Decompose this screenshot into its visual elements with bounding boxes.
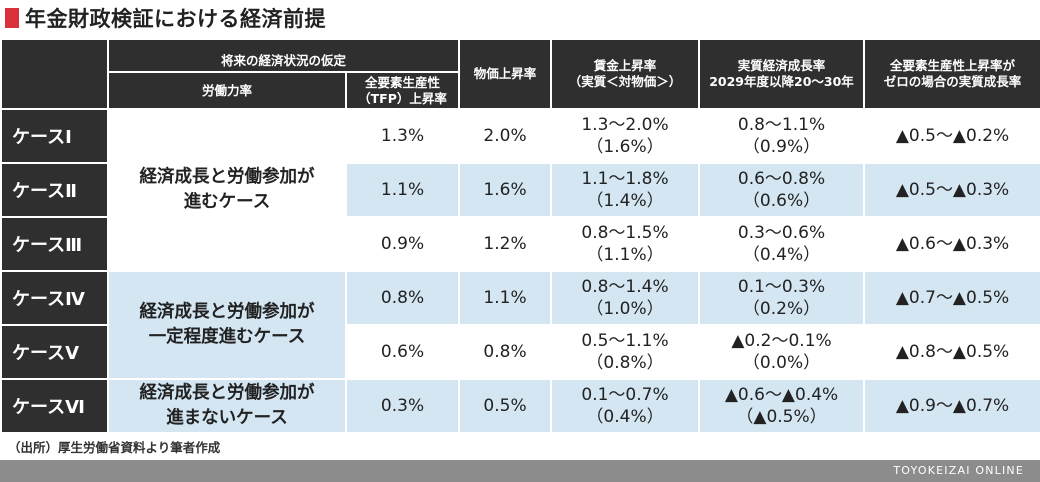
price-value: 1.1% <box>458 270 553 326</box>
growth-value: 0.3～0.6% （0.4%） <box>698 216 866 272</box>
zero-tfp-value: ▲0.5～▲0.3% <box>863 162 1040 218</box>
growth-range: 0.3～0.6% <box>737 223 826 243</box>
header-tfp-line1: 全要素生産性 <box>365 74 441 90</box>
price-value: 0.8% <box>458 324 553 380</box>
growth-mid: （0.2%） <box>742 299 821 319</box>
price-value: 1.6% <box>458 162 553 218</box>
case-label: ケースⅣ <box>0 270 109 326</box>
growth-range: 0.8～1.1% <box>737 115 826 135</box>
group-line1: 経済成長と労働参加が <box>139 302 315 322</box>
header-price: 物価上昇率 <box>458 38 553 110</box>
wage-value: 0.5～1.1% （0.8%） <box>550 324 701 380</box>
group-line2: 進むケース <box>183 192 271 212</box>
case-label: ケースⅥ <box>0 378 109 434</box>
zero-tfp-value: ▲0.9～▲0.7% <box>863 378 1040 434</box>
group-line1: 経済成長と労働参加が <box>139 383 315 403</box>
header-corner <box>0 38 109 110</box>
header-wage-line1: 賃金上昇率 <box>593 58 657 73</box>
wage-mid: （1.0%） <box>586 299 664 319</box>
header-zero-tfp: 全要素生産性上昇率が ゼロの場合の実質成長率 <box>863 38 1040 110</box>
wage-range: 0.8～1.4% <box>581 277 669 297</box>
growth-range: 0.1～0.3% <box>737 277 826 297</box>
growth-mid: （0.9%） <box>742 137 821 157</box>
growth-range: 0.6～0.8% <box>737 169 826 189</box>
tfp-value: 0.6% <box>344 324 461 380</box>
growth-value: ▲0.6～▲0.4% （▲0.5%） <box>698 378 866 434</box>
wage-value: 0.1～0.7% （0.4%） <box>550 378 701 434</box>
growth-mid: （▲0.5%） <box>736 407 827 427</box>
wage-range: 1.3～2.0% <box>581 115 669 135</box>
wage-value: 0.8～1.4% （1.0%） <box>550 270 701 326</box>
source-note: （出所）厚生労働省資料より筆者作成 <box>8 440 221 455</box>
growth-mid: （0.6%） <box>742 191 821 211</box>
growth-value: 0.8～1.1% （0.9%） <box>698 108 866 164</box>
title-marker <box>5 8 19 28</box>
header-growth: 実質経済成長率 2029年度以降20～30年 <box>698 38 866 110</box>
header-growth-line2: 2029年度以降20～30年 <box>709 74 854 89</box>
zero-tfp-value: ▲0.8～▲0.5% <box>863 324 1040 380</box>
wage-mid: （1.6%） <box>586 137 664 157</box>
growth-range: ▲0.2～0.1% <box>731 331 832 351</box>
tfp-value: 0.8% <box>344 270 461 326</box>
header-growth-line1: 実質経済成長率 <box>737 58 826 73</box>
group-line2: 進まないケース <box>166 408 288 428</box>
growth-mid: （0.4%） <box>742 245 821 265</box>
case-label: ケースⅡ <box>0 162 109 218</box>
labor-group-1: 経済成長と労働参加が 進むケース <box>107 108 347 272</box>
header-zero-line2: ゼロの場合の実質成長率 <box>883 74 1022 89</box>
tfp-value: 1.3% <box>344 108 461 164</box>
labor-group-2: 経済成長と労働参加が 一定程度進むケース <box>107 270 347 380</box>
price-value: 2.0% <box>458 108 553 164</box>
wage-mid: （0.4%） <box>586 407 664 427</box>
case-label: ケースⅠ <box>0 108 109 164</box>
group-line2: 一定程度進むケース <box>148 327 306 347</box>
header-assumption-group: 将来の経済状況の仮定 <box>106 38 461 73</box>
group-line1: 経済成長と労働参加が <box>139 167 315 187</box>
brand-bar: TOYOKEIZAI ONLINE <box>0 460 1040 482</box>
wage-range: 1.1～1.8% <box>581 169 669 189</box>
wage-mid: （0.8%） <box>586 353 664 373</box>
zero-tfp-value: ▲0.5～▲0.2% <box>863 108 1040 164</box>
wage-range: 0.1～0.7% <box>581 385 669 405</box>
labor-group-3: 経済成長と労働参加が 進まないケース <box>107 378 347 434</box>
price-value: 0.5% <box>458 378 553 434</box>
zero-tfp-value: ▲0.6～▲0.3% <box>863 216 1040 272</box>
header-tfp-line2: （TFP）上昇率 <box>358 90 447 106</box>
header-zero-line1: 全要素生産性上昇率が <box>890 58 1016 73</box>
header-wage-line2: （実質＜対物価＞） <box>568 74 682 89</box>
wage-mid: （1.4%） <box>586 191 664 211</box>
growth-value: ▲0.2～0.1% （0.0%） <box>698 324 866 380</box>
tfp-value: 0.9% <box>344 216 461 272</box>
header-wage: 賃金上昇率 （実質＜対物価＞） <box>550 38 701 110</box>
growth-mid: （0.0%） <box>742 353 821 373</box>
wage-range: 0.8～1.5% <box>581 223 669 243</box>
case-label: ケースⅢ <box>0 216 109 272</box>
growth-range: ▲0.6～▲0.4% <box>724 385 839 405</box>
wage-mid: （1.1%） <box>586 245 664 265</box>
header-tfp: 全要素生産性 （TFP）上昇率 <box>344 71 461 110</box>
header-labor: 労働力率 <box>107 71 347 110</box>
zero-tfp-value: ▲0.7～▲0.5% <box>863 270 1040 326</box>
wage-value: 1.1～1.8% （1.4%） <box>550 162 701 218</box>
page-title: 年金財政検証における経済前提 <box>25 7 326 31</box>
tfp-value: 1.1% <box>344 162 461 218</box>
case-label: ケースⅤ <box>0 324 109 380</box>
growth-value: 0.6～0.8% （0.6%） <box>698 162 866 218</box>
brand-logo: TOYOKEIZAI ONLINE <box>893 464 1024 477</box>
tfp-value: 0.3% <box>344 378 461 434</box>
wage-value: 1.3～2.0% （1.6%） <box>550 108 701 164</box>
wage-range: 0.5～1.1% <box>581 331 669 351</box>
price-value: 1.2% <box>458 216 553 272</box>
growth-value: 0.1～0.3% （0.2%） <box>698 270 866 326</box>
economic-assumptions-table: 将来の経済状況の仮定 物価上昇率 賃金上昇率 （実質＜対物価＞） 実質経済成長率… <box>0 38 1040 434</box>
wage-value: 0.8～1.5% （1.1%） <box>550 216 701 272</box>
title-bar: 年金財政検証における経済前提 <box>0 0 1040 36</box>
